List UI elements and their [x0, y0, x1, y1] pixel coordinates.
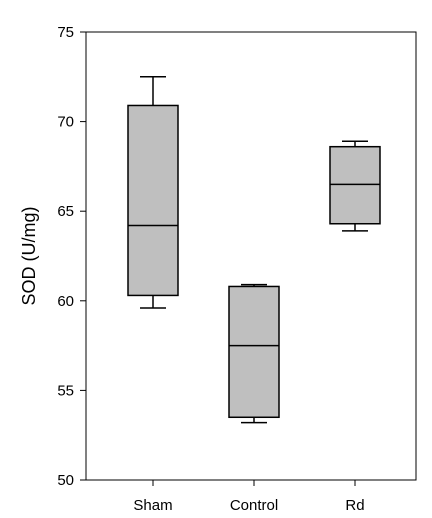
y-tick-label: 75: [57, 24, 74, 41]
box-sham: [127, 76, 179, 309]
y-tick-label: 60: [57, 293, 74, 310]
y-tick-label: 50: [57, 472, 74, 489]
box-rd: [329, 140, 381, 232]
x-tick-label-rd: Rd: [345, 497, 364, 514]
box-control: [228, 283, 280, 424]
plot-frame: [85, 31, 417, 481]
y-axis-ticks: 50 55 60 65 70 75: [57, 24, 86, 489]
y-tick-label: 65: [57, 203, 74, 220]
box-series: [127, 76, 381, 424]
x-axis-ticks: Sham Control Rd: [133, 480, 365, 514]
interquartile-box: [329, 145, 381, 225]
x-tick-label-sham: Sham: [133, 497, 172, 514]
y-tick-label: 70: [57, 114, 74, 131]
y-tick-label: 55: [57, 382, 74, 399]
y-axis-title: SOD (U/mg): [19, 207, 39, 306]
x-tick-label-control: Control: [230, 497, 278, 514]
interquartile-box: [127, 104, 179, 297]
interquartile-box: [228, 285, 280, 419]
plot-area: [85, 31, 417, 481]
